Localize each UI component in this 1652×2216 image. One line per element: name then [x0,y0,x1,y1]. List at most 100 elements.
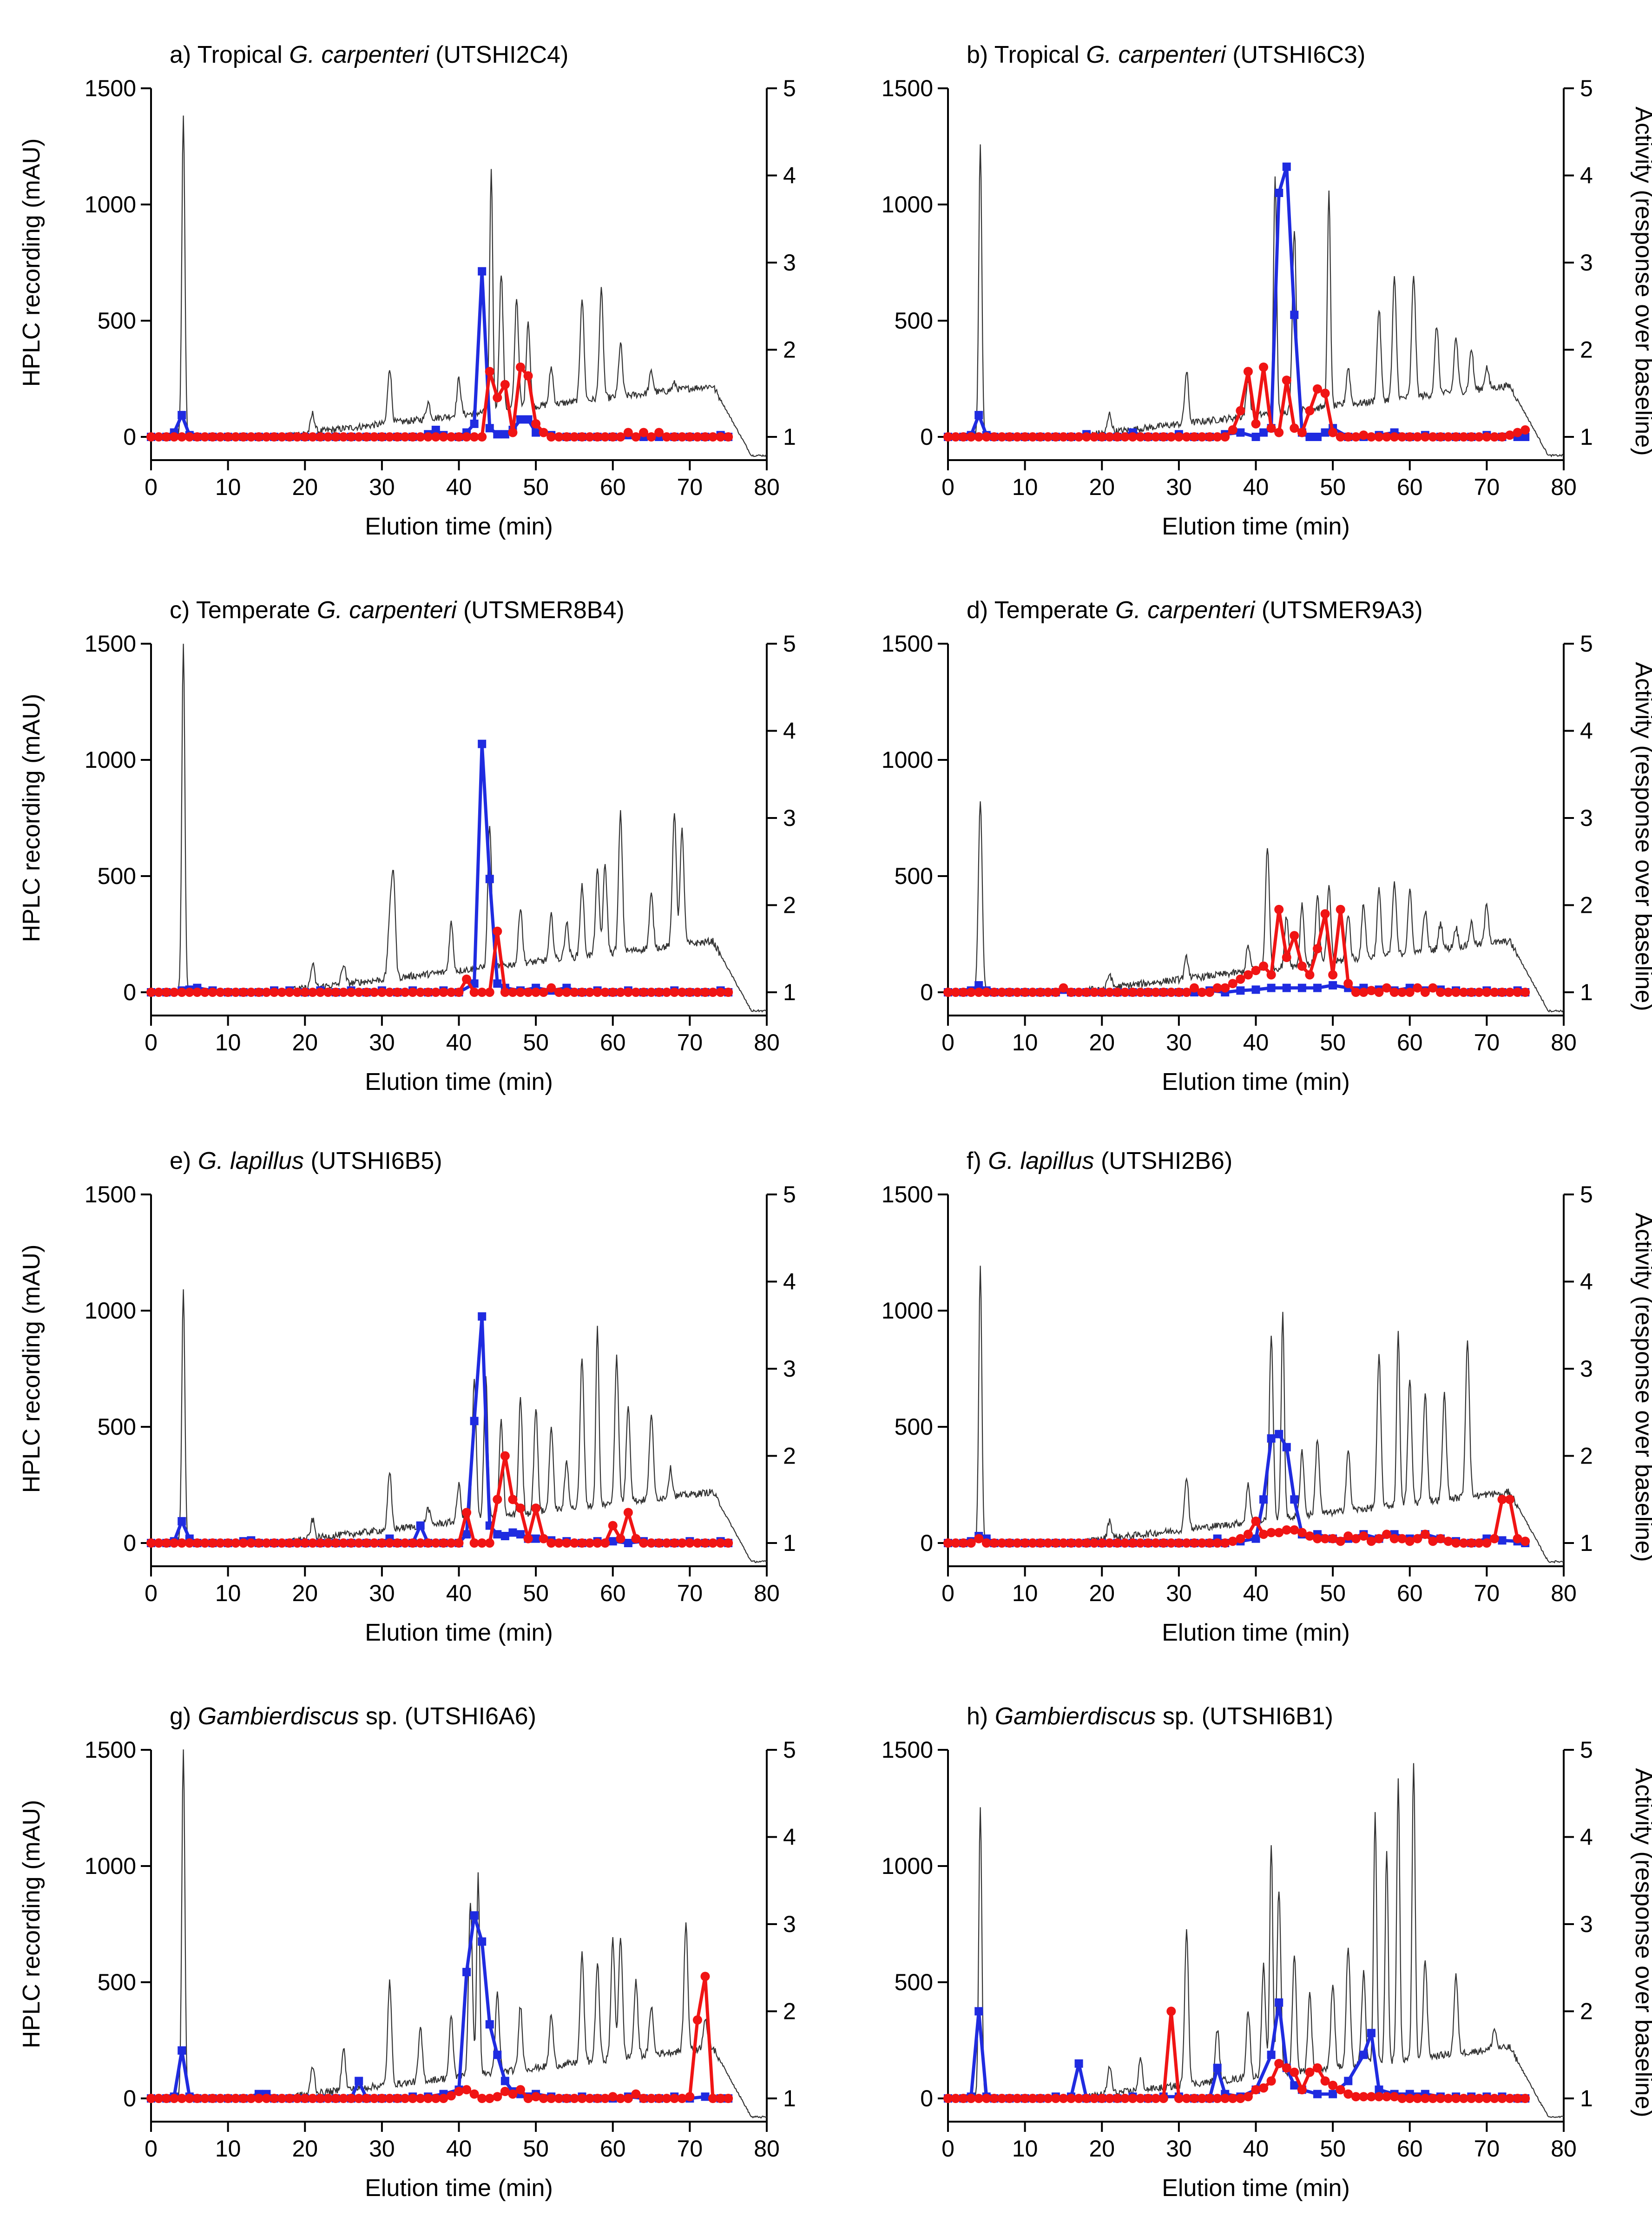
red-activity-point [1120,988,1130,997]
red-activity-point [485,2094,494,2103]
red-activity-point [493,1495,502,1504]
x-tick-label: 50 [1320,1029,1346,1055]
red-activity-point [377,432,387,442]
red-activity-point [1243,970,1253,980]
chart-panel-7: g) Gambierdiscus sp. (UTSHI6A6)0 10 20 30 40… [18,1703,796,2202]
red-activity-point [523,1534,533,1543]
red-activity-point [331,988,341,997]
x-axis-label: Elution time (min) [365,513,553,540]
red-activity-point [1513,2094,1522,2103]
red-activity-point [685,2092,695,2102]
chart-title: b) Tropical G. carpenteri (UTSHI6C3) [967,41,1365,68]
red-activity-point [616,988,625,997]
red-activity-point [1382,432,1392,442]
red-activity-point [262,1538,271,1548]
x-tick-label: 10 [215,1029,241,1055]
red-activity-point [1482,432,1492,442]
red-activity-point [531,2092,541,2102]
blue-activity-point [1321,428,1329,437]
red-activity-point [200,988,210,997]
red-activity-point [1489,2094,1499,2103]
red-activity-point [277,1538,287,1548]
red-activity-point [523,988,533,997]
red-activity-point [1428,2094,1438,2103]
red-activity-point [1290,2067,1299,2077]
red-activity-point [238,432,248,442]
x-tick-label: 60 [600,2136,626,2162]
red-activity-point [1151,988,1161,997]
y-right-tick-label: 1 [783,1530,796,1556]
y-left-tick-label: 1500 [85,631,136,657]
hplc-trace [948,801,1564,1013]
title-strain: sp. (UTSHI6B1) [1156,1703,1333,1730]
x-tick-label: 20 [292,1580,318,1606]
red-activity-point [154,988,164,997]
blue-activity-point [493,979,502,988]
red-activity-point [1128,2094,1138,2103]
red-activity-point [662,432,671,442]
red-activity-point [708,1538,718,1548]
title-species: G. carpenteri [1086,41,1226,68]
red-activity-point [1089,432,1099,442]
red-activity-point [346,1538,356,1548]
red-activity-point [1428,1537,1438,1546]
red-activity-point [231,2094,241,2103]
y-left-tick-label: 0 [123,1530,136,1556]
y-right-tick-label: 4 [783,163,796,189]
red-activity-point [192,2094,202,2103]
blue-activity-point [500,430,509,439]
red-activity-point [339,1538,349,1548]
red-activity-line [151,930,729,994]
red-activity-point [439,2094,448,2103]
red-activity-point [1290,423,1299,433]
y-left-tick-label: 500 [895,1414,933,1440]
red-activity-point [1166,988,1176,997]
red-activity-point [1489,432,1499,442]
red-activity-point [477,2094,487,2103]
red-activity-point [1035,2094,1045,2103]
red-activity-point [1089,1538,1099,1548]
red-activity-point [1282,376,1291,385]
title-species: Gambierdiscus [198,1703,359,1730]
red-activity-point [1105,432,1114,442]
red-activity-point [569,432,579,442]
red-activity-point [423,2094,433,2103]
red-activity-point [1066,2094,1076,2103]
red-activity-point [1459,2094,1468,2103]
red-activity-point [1005,2094,1014,2103]
title-species: Gambierdiscus [995,1703,1156,1730]
red-activity-point [1513,428,1522,437]
y-left-tick-label: 0 [920,2085,933,2111]
red-activity-point [462,432,472,442]
red-activity-point [223,2094,233,2103]
x-tick-label: 0 [145,2136,158,2162]
red-activity-point [1282,1525,1291,1535]
red-activity-point [677,2094,687,2103]
red-activity-point [500,380,510,389]
y-left-tick-label: 1000 [85,747,136,773]
chart-panel-4: d) Temperate G. carpenteri (UTSMER9A3) 0 1… [882,597,1652,1095]
blue-activity-point [1498,1536,1507,1545]
red-activity-point [1336,904,1345,914]
red-activity-point [1028,988,1038,997]
red-activity-point [1497,2094,1507,2103]
red-activity-point [623,428,633,437]
red-activity-point [1089,2094,1099,2103]
blue-activity-point [493,430,502,439]
red-activity-point [508,1495,518,1504]
red-activity-point [1266,2076,1276,2086]
y-right-tick-label: 4 [1580,1269,1593,1295]
blue-activity-point [485,875,494,884]
blue-activity-point [1275,189,1283,197]
red-activity-point [208,1538,217,1548]
red-activity-point [1336,1537,1345,1546]
blue-activity-point [1282,162,1291,171]
red-activity-point [1405,1537,1415,1546]
red-activity-point [1028,2094,1038,2103]
x-tick-label: 80 [1551,2136,1577,2162]
red-activity-point [685,432,695,442]
red-activity-point [685,1538,695,1548]
x-tick-label: 0 [145,1580,158,1606]
x-tick-label: 70 [1474,2136,1500,2162]
title-prefix: h) [967,1703,995,1730]
